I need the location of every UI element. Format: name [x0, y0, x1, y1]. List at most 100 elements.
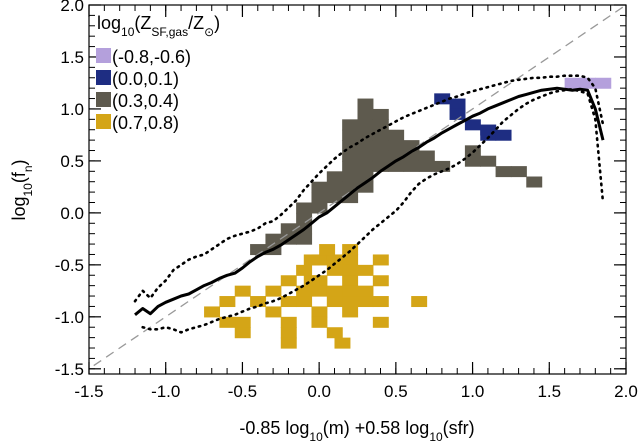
bin-cell-series-2	[280, 223, 297, 235]
y-tick-label: 1.5	[60, 48, 84, 67]
bin-cell-series-3	[342, 275, 359, 287]
bin-cell-series-2	[326, 181, 343, 193]
bin-cell-series-0	[595, 77, 612, 89]
bin-cell-series-3	[280, 337, 297, 349]
bin-cell-series-2	[372, 129, 389, 141]
bin-cell-series-2	[434, 160, 451, 172]
y-tick-label: 1.0	[60, 100, 84, 119]
bin-cell-series-3	[219, 296, 236, 308]
upper-percentile-line	[133, 74, 605, 303]
plot-area	[89, 5, 626, 370]
bin-cell-series-2	[372, 108, 389, 120]
bin-cell-series-2	[342, 140, 359, 152]
bin-cell-series-3	[311, 316, 328, 328]
bin-cell-series-3	[296, 285, 313, 297]
bin-cell-series-2	[403, 160, 420, 172]
bin-cell-series-3	[234, 316, 251, 328]
one-to-one-line	[89, 5, 626, 370]
legend-label: (0.7,0.8)	[112, 113, 179, 133]
ticks-layer: -1.5 -1.0 -0.5 0.0 0.5 1.0 1.5 2.0 -1.5 -1.0 -0.5 0…	[55, 0, 638, 401]
y-tick-label: -1.0	[55, 308, 84, 327]
bin-cell-series-3	[372, 254, 389, 266]
bin-cell-series-2	[311, 181, 328, 193]
x-tick-label: -1.5	[74, 382, 103, 401]
bin-cell-series-2	[357, 171, 374, 183]
bin-cell-series-3	[372, 275, 389, 287]
bin-cell-series-2	[357, 98, 374, 110]
bin-cell-series-2	[372, 140, 389, 152]
legend-swatch	[96, 70, 111, 85]
legend-label: (-0.8,-0.6)	[112, 47, 191, 67]
x-tick-label: 0.5	[384, 382, 408, 401]
bin-cell-series-3	[326, 285, 343, 297]
bin-cell-series-2	[342, 119, 359, 131]
bin-cell-series-3	[326, 254, 343, 266]
bin-cell-series-3	[265, 285, 282, 297]
bin-cell-series-2	[418, 160, 435, 172]
bin-cell-series-3	[342, 296, 359, 308]
legend-swatch	[96, 114, 111, 129]
bin-cell-series-2	[526, 176, 543, 188]
bin-cell-series-2	[388, 140, 405, 152]
bin-cell-series-3	[280, 296, 297, 308]
bin-cell-series-2	[342, 171, 359, 183]
legend-label: (0.0,0.1)	[112, 69, 179, 89]
bin-cell-series-2	[265, 233, 282, 245]
bin-cell-series-2	[342, 160, 359, 172]
bin-cell-series-3	[357, 264, 374, 276]
legend: log10(ZSF,gas/Z⊙) (-0.8,-0.6)(0.0,0.1)(0…	[96, 13, 220, 133]
bin-cell-series-2	[342, 129, 359, 141]
bin-cell-series-2	[357, 140, 374, 152]
bin-cell-series-3	[234, 327, 251, 339]
bin-cell-series-1	[449, 108, 466, 120]
bin-cell-series-3	[342, 254, 359, 266]
bin-cell-series-3	[342, 285, 359, 297]
plot-frame	[88, 4, 627, 375]
legend-title: log10(ZSF,gas/Z⊙)	[97, 13, 220, 39]
bin-cell-series-3	[334, 337, 351, 349]
bin-cell-series-3	[326, 327, 343, 339]
bin-cell-series-3	[303, 254, 320, 266]
bin-cell-series-2	[311, 202, 328, 214]
bin-cell-series-2	[510, 166, 527, 178]
bin-cell-series-2	[342, 150, 359, 162]
bin-cell-series-2	[296, 233, 313, 245]
bin-cell-series-3	[250, 296, 267, 308]
bin-cell-series-2	[403, 150, 420, 162]
legend-label: (0.3,0.4)	[112, 91, 179, 111]
x-tick-label: 0.0	[307, 382, 331, 401]
bin-cell-series-3	[296, 264, 313, 276]
bin-cell-series-2	[388, 150, 405, 162]
bin-cell-series-3	[219, 316, 236, 328]
bin-cell-series-2	[250, 244, 267, 256]
bin-cell-series-2	[372, 150, 389, 162]
bin-cell-series-1	[464, 119, 481, 131]
x-tick-label: -0.5	[228, 382, 257, 401]
bin-cell-series-3	[311, 306, 328, 318]
bin-cell-series-2	[296, 212, 313, 224]
bin-cell-series-0	[564, 77, 581, 89]
bin-cell-series-2	[357, 119, 374, 131]
bin-cell-series-2	[418, 150, 435, 162]
bin-cell-series-2	[342, 181, 359, 193]
bin-cell-series-2	[357, 108, 374, 120]
y-axis-title: log10(fn)	[9, 159, 35, 220]
x-tick-label: 2.0	[614, 382, 638, 401]
bin-cell-series-1	[480, 129, 497, 141]
bin-cell-series-3	[342, 264, 359, 276]
bin-cell-series-3	[372, 316, 389, 328]
bin-cell-series-2	[326, 171, 343, 183]
bin-cell-series-3	[234, 285, 251, 297]
bin-cell-series-0	[579, 77, 596, 89]
legend-swatch	[96, 48, 111, 63]
legend-swatch	[96, 92, 111, 107]
y-tick-label: 2.0	[60, 0, 84, 15]
bin-cell-series-3	[204, 306, 221, 318]
x-tick-label: -1.0	[151, 382, 180, 401]
bin-cell-series-2	[296, 202, 313, 214]
bin-cell-series-3	[357, 285, 374, 297]
bin-cell-series-1	[449, 98, 466, 110]
bin-cell-series-3	[326, 296, 343, 308]
bin-cell-series-3	[342, 306, 359, 318]
y-tick-label: -1.5	[55, 360, 84, 379]
